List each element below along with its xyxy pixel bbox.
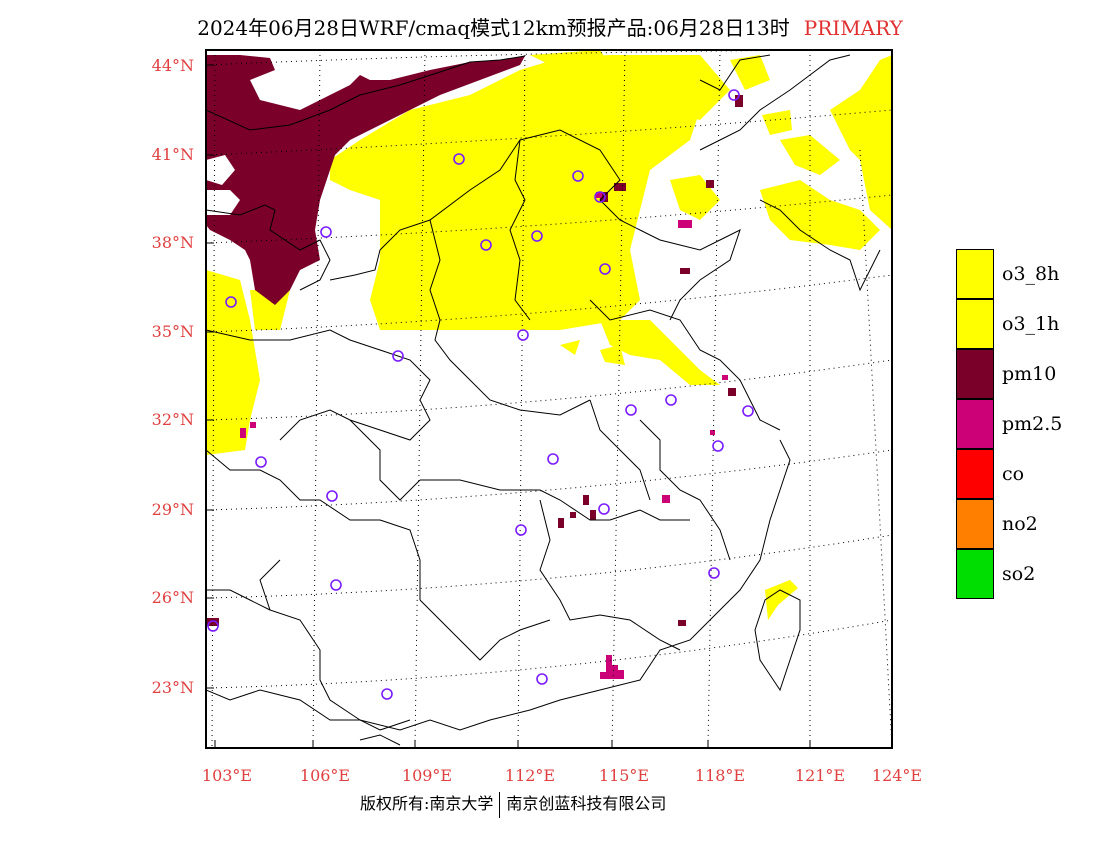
- lat-label-35: 35°N: [151, 322, 194, 341]
- legend-swatch-pm25: [956, 399, 994, 449]
- lon-label-115: 115°E: [598, 766, 650, 785]
- lat-label-41: 41°N: [151, 145, 194, 164]
- legend-label-no2: no2: [1002, 513, 1038, 535]
- map-title: 2024年06月28日WRF/cmaq模式12km预报产品:06月28日13时 P…: [0, 12, 1100, 41]
- legend-label-o3-1h: o3_1h: [1002, 313, 1060, 335]
- lat-label-44: 44°N: [151, 56, 194, 75]
- legend-swatch-no2: [956, 499, 994, 549]
- boundary-lines: [206, 54, 881, 746]
- legend-swatch-so2: [956, 549, 994, 599]
- lon-label-118: 118°E: [694, 766, 746, 785]
- legend-label-so2: so2: [1002, 563, 1036, 585]
- legend-swatch-o3-1h: [956, 299, 994, 349]
- lon-label-121: 121°E: [794, 766, 846, 785]
- legend-swatch-pm10: [956, 349, 994, 399]
- lon-label-106: 106°E: [299, 766, 351, 785]
- lat-label-32: 32°N: [151, 410, 194, 429]
- map-frame: [205, 49, 893, 749]
- lon-label-112: 112°E: [504, 766, 556, 785]
- lat-label-23: 23°N: [151, 678, 194, 697]
- station-markers: [207, 89, 754, 700]
- lon-label-109: 109°E: [401, 766, 453, 785]
- lat-label-26: 26°N: [151, 588, 194, 607]
- legend-swatch-co: [956, 449, 994, 499]
- lon-label-124: 124°E: [871, 766, 923, 785]
- pm10-exceedance-areas: [206, 55, 743, 626]
- copyright-footer: 版权所有:南京大学 南京创蓝科技有限公司: [360, 790, 666, 818]
- legend-label-co: co: [1002, 463, 1025, 485]
- pm25-exceedance-areas: [240, 192, 728, 679]
- copyright-left: 版权所有:南京大学: [360, 794, 494, 813]
- o3-exceedance-areas: [206, 50, 892, 620]
- lon-label-103: 103°E: [201, 766, 253, 785]
- map-title-main: 2024年06月28日WRF/cmaq模式12km预报产品:06月28日13时: [197, 16, 790, 40]
- legend-label-pm25: pm2.5: [1002, 413, 1063, 435]
- primary-tag: PRIMARY: [803, 16, 903, 40]
- legend-swatch-o3-8h: [956, 249, 994, 299]
- lat-label-38: 38°N: [151, 233, 194, 252]
- footer-separator: [499, 791, 501, 818]
- legend-label-o3-8h: o3_8h: [1002, 263, 1060, 285]
- copyright-right: 南京创蓝科技有限公司: [506, 794, 667, 813]
- legend-label-pm10: pm10: [1002, 363, 1057, 385]
- graticule: [206, 50, 892, 748]
- axis-ticks: [206, 64, 893, 748]
- lat-label-29: 29°N: [151, 500, 194, 519]
